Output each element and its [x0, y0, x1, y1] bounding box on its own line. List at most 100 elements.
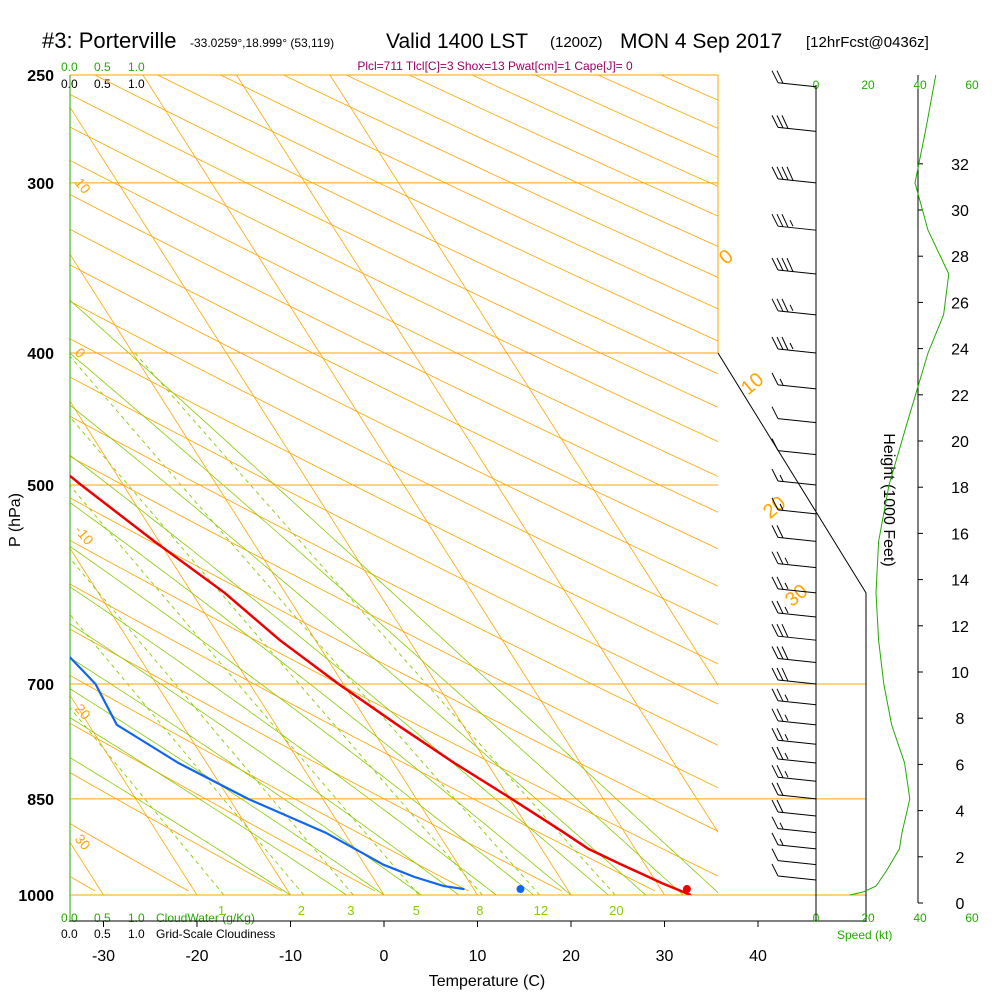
wind-barb: [771, 646, 817, 664]
cloudwater-label: CloudWater (g/Kg): [156, 911, 255, 925]
valid-time: Valid 1400 LST: [386, 30, 528, 53]
dry-adiabat: [70, 264, 718, 587]
mixing-ratio-line: [70, 706, 225, 895]
moist-adiabat: [70, 404, 647, 895]
speed-tick-label-bottom: 20: [861, 911, 875, 925]
y-tick-label: 850: [27, 792, 54, 809]
moist-adiabat: [70, 717, 347, 895]
dry-adiabat: [70, 194, 718, 513]
wind-barb: [771, 600, 817, 618]
dry-adiabat: [70, 338, 718, 665]
station-coords: -33.0259°,18.999° (53,119): [190, 36, 334, 50]
wind-barb: [771, 115, 817, 132]
dry-adiabat: [220, 75, 718, 310]
wind-barb: [771, 551, 817, 569]
plot-frame: 1 2 3 5 8 12 20: [69, 74, 867, 922]
cloudwater-scale-05-bottom: 0.5: [94, 911, 111, 925]
height-tick-label: 6: [956, 757, 965, 774]
mixing-ratio-label: 1: [218, 903, 225, 918]
dry-adiabat: [70, 539, 718, 877]
temperature-line: [70, 474, 692, 895]
wind-speed-profile: [849, 74, 950, 896]
dry-adiabat: [70, 93, 718, 408]
x-tick-label: -20: [185, 948, 208, 965]
height-tick-label: 12: [951, 619, 969, 636]
wind-barb: [771, 688, 817, 706]
wind-barb: [771, 848, 817, 866]
height-tick-label: 4: [956, 804, 965, 821]
y-tick-label: 400: [27, 346, 54, 363]
height-tick-label: 30: [951, 203, 969, 220]
dry-adiabat: [70, 159, 718, 477]
cloudwater-scale-05: 0.5: [94, 60, 111, 74]
station-title: #3: Porterville: [42, 28, 177, 53]
moist-adiabat: [70, 454, 609, 895]
wind-barb: [771, 667, 817, 685]
isotherm-line: [70, 694, 198, 895]
x-tick-label: 0: [380, 948, 389, 965]
cloudiness-scale-0-bottom: 0.0: [61, 927, 78, 941]
x-tick-label: 20: [562, 948, 580, 965]
surface-temperature-dot: [682, 885, 691, 894]
mixing-ratio-line: [70, 557, 354, 895]
dry-adiabat: [70, 456, 718, 789]
height-tick-label: 26: [951, 295, 969, 312]
speed-tick-label-bottom: 60: [965, 911, 979, 925]
wind-barb: [771, 468, 817, 486]
dry-adiabat: [70, 674, 469, 892]
dry-adiabat: [70, 583, 656, 892]
y-tick-label: 1000: [18, 888, 54, 905]
cloudwater-scale-0: 0.0: [61, 60, 78, 74]
height-tick-label: 28: [951, 249, 969, 266]
wind-barb: [771, 746, 817, 764]
cloudiness-scale-1: 1.0: [128, 77, 145, 91]
height-tick-label: 22: [951, 388, 969, 405]
height-tick-label: 24: [951, 342, 969, 359]
height-axis-label: Height (1000 Feet): [880, 433, 897, 566]
x-tick-label: -30: [92, 948, 115, 965]
wind-barb: [771, 406, 817, 424]
wind-barb: [771, 213, 817, 231]
x-tick-label: 10: [469, 948, 487, 965]
cloudiness-scale-05-bottom: 0.5: [94, 927, 111, 941]
x-tick-label: 40: [749, 948, 767, 965]
dry-adiabat: [70, 415, 718, 746]
height-tick-label: 20: [951, 434, 969, 451]
wind-barb: [771, 764, 817, 782]
wind-barb: [771, 166, 817, 184]
height-tick-label: 32: [951, 157, 969, 174]
moist-adiabat: [70, 545, 534, 895]
valid-date: MON 4 Sep 2017: [620, 30, 782, 53]
forecast-info: [12hrFcst@0436z]: [806, 34, 929, 51]
x-tick-label: 30: [656, 948, 674, 965]
wind-barb: [771, 438, 817, 456]
cloudiness-scale-05: 0.5: [94, 77, 111, 91]
wind-barb: [771, 576, 817, 594]
dry-adiabat: [70, 497, 718, 832]
dry-adiabat: [283, 75, 718, 278]
mixing-ratio-line: [70, 416, 483, 895]
height-tick-label: 18: [951, 480, 969, 497]
wind-barb: [771, 372, 817, 390]
dry-adiabat: [70, 228, 718, 550]
surface-dewpoint-dot: [516, 885, 525, 894]
y-tick-label: 700: [27, 677, 54, 694]
mixing-ratio-label: 8: [476, 903, 483, 918]
wind-barb: [771, 728, 817, 745]
wind-barb: [771, 863, 817, 881]
axis-ticks: -30 -20 -10 0 10 20 30 402503004005007008501000…: [18, 68, 969, 965]
stability-params: Plcl=711 Tlcl[C]=3 Shox=13 Pwat[cm]=1 Ca…: [357, 59, 633, 73]
y-tick-label: 250: [27, 68, 54, 85]
height-tick-label: 0: [956, 896, 965, 913]
utc-time: (1200Z): [550, 34, 603, 51]
wind-panel-boundary: [717, 352, 867, 921]
mixing-ratio-label: 2: [298, 903, 305, 918]
moist-adiabat: [70, 688, 385, 895]
cloudwater-scale-1-bottom: 1.0: [128, 911, 145, 925]
speed-tick-label-top: 60: [965, 78, 979, 92]
x-tick-label: -10: [279, 948, 302, 965]
moist-adiabat: [70, 502, 572, 895]
moist-adiabat: [70, 352, 684, 895]
dry-adiabat: [70, 628, 562, 892]
